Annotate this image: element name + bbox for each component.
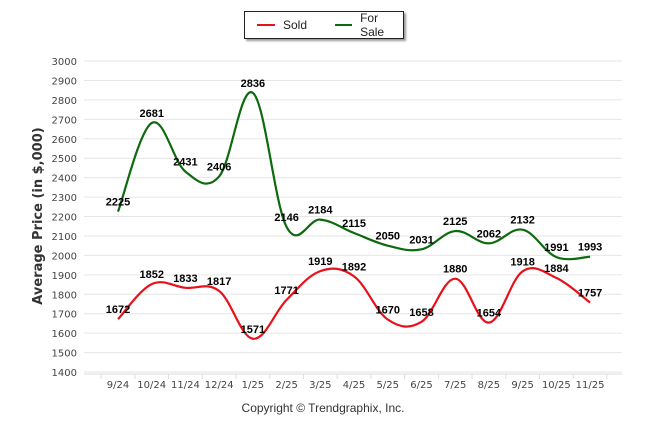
y-tick-label: 2000	[52, 251, 77, 262]
y-tick-label: 2900	[52, 76, 77, 87]
y-tick-label: 1400	[52, 368, 77, 379]
legend-item-for-sale[interactable]: For Sale	[335, 11, 403, 39]
y-tick-label: 2800	[52, 96, 77, 107]
data-label: 1918	[510, 256, 534, 268]
x-tick-label: 11/25	[576, 380, 605, 391]
data-labels: 1672 1852 1833 1817 1571 1771 1919 1892 1670 1658…	[106, 78, 603, 336]
data-label: 1757	[578, 288, 602, 300]
data-label: 1993	[578, 242, 602, 254]
x-tick-label: 10/25	[542, 380, 571, 391]
data-label: 2146	[274, 212, 298, 224]
data-label: 1919	[308, 256, 332, 268]
copyright-text: Copyright © Trendgraphix, Inc.	[241, 401, 405, 415]
data-label: 2681	[139, 108, 163, 120]
data-label: 2406	[207, 161, 231, 173]
y-axis-label: Average Price (in $,000)	[31, 127, 46, 304]
data-label: 2050	[376, 231, 400, 243]
data-label: 1672	[106, 304, 130, 316]
x-tick-label: 12/24	[205, 380, 234, 391]
data-label: 1771	[274, 285, 298, 297]
y-tick-label: 2500	[52, 154, 77, 165]
x-tick-label: 10/24	[137, 380, 166, 391]
data-label: 2184	[308, 205, 333, 217]
data-label: 2125	[443, 216, 467, 228]
data-label: 2431	[173, 157, 197, 169]
data-label: 1817	[207, 276, 231, 288]
x-tick-label: 2/25	[275, 380, 297, 391]
legend-item-sold[interactable]: Sold	[257, 18, 307, 32]
y-tick-label: 2300	[52, 193, 77, 204]
data-label: 1880	[443, 264, 467, 276]
data-label: 1833	[173, 273, 197, 285]
data-label: 1670	[376, 305, 400, 317]
x-tick-label: 11/24	[171, 380, 200, 391]
data-label: 1571	[241, 324, 265, 336]
y-tick-label: 2100	[52, 232, 77, 243]
data-label: 1654	[477, 308, 502, 320]
data-label: 1658	[409, 307, 433, 319]
data-label: 2062	[477, 228, 501, 240]
x-tick-label: 1/25	[242, 380, 264, 391]
legend-swatch-for-sale	[335, 24, 353, 26]
data-label: 2225	[106, 197, 130, 209]
x-tick-label: 5/25	[377, 380, 399, 391]
x-tick-label: 4/25	[343, 380, 365, 391]
y-tick-label: 1800	[52, 290, 77, 301]
y-tick-label: 2600	[52, 135, 77, 146]
y-tick-label: 3000	[52, 57, 77, 68]
data-label: 1884	[544, 263, 569, 275]
y-tick-label: 1500	[52, 349, 77, 360]
x-tick-label: 9/25	[511, 380, 533, 391]
x-tick-label: 6/25	[410, 380, 432, 391]
y-tick-label: 1900	[52, 271, 77, 282]
y-tick-label: 2400	[52, 174, 77, 185]
x-tick-label: 3/25	[309, 380, 331, 391]
y-axis-ticks: 1400 1500 1600 1700 1800 1900 2000 2100 2200 2300…	[52, 57, 77, 379]
legend: Sold For Sale	[244, 11, 404, 39]
data-label: 2115	[342, 218, 366, 230]
y-tick-label: 1700	[52, 310, 77, 321]
data-label: 2836	[241, 78, 265, 90]
data-label: 1852	[139, 269, 163, 281]
y-tick-label: 1600	[52, 329, 77, 340]
series-line-sold	[117, 267, 591, 340]
y-tick-label: 2700	[52, 115, 77, 126]
x-tick-label: 9/24	[107, 380, 129, 391]
x-tick-label: 8/25	[478, 380, 500, 391]
data-label: 2031	[409, 234, 433, 246]
y-tick-label: 2200	[52, 213, 77, 224]
data-label: 1892	[342, 261, 366, 273]
series-line-for-sale	[116, 91, 591, 261]
legend-swatch-sold	[257, 24, 275, 26]
x-axis-ticks: 9/24 10/24 11/24 12/24 1/25 2/25 3/25 4/25 5/25 6…	[100, 374, 608, 391]
x-tick-label: 7/25	[444, 380, 466, 391]
legend-label-sold: Sold	[283, 18, 308, 32]
data-label: 1991	[544, 242, 568, 254]
legend-label-for-sale: For Sale	[360, 11, 385, 39]
grid-lines	[84, 60, 622, 375]
series-group	[116, 91, 591, 340]
data-label: 2132	[510, 215, 534, 227]
